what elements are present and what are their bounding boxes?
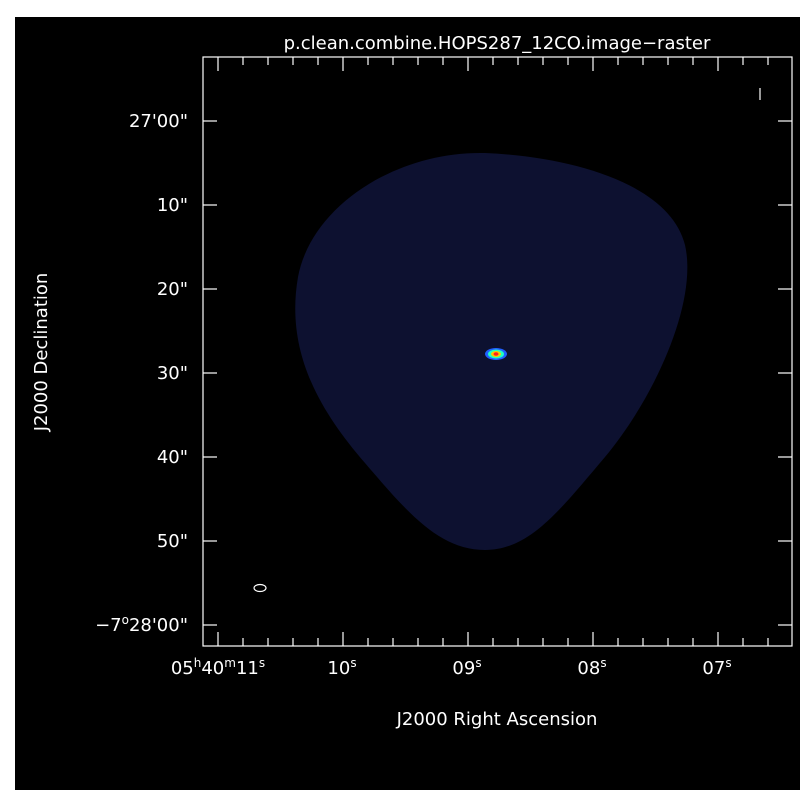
y-tick-label-3: 30" xyxy=(157,363,188,384)
plot-frame xyxy=(202,56,793,647)
compact-source xyxy=(485,348,507,360)
x-tick-label-4: 07s xyxy=(702,656,731,679)
y-tick-label-0: 27'00" xyxy=(129,111,188,132)
x-tick-label-0: 05h40m11s xyxy=(171,656,265,679)
y-tick-label-1: 10" xyxy=(157,195,188,216)
x-tick-label-2: 09s xyxy=(452,656,481,679)
y-tick-marks xyxy=(203,120,792,626)
y-tick-label-6: −7o28'00" xyxy=(95,613,188,636)
y-tick-label-5: 50" xyxy=(157,531,188,552)
beam-ellipse xyxy=(253,583,267,593)
y-axis-label: J2000 Declination xyxy=(31,273,52,433)
viewer-canvas: p.clean.combine.HOPS287_12CO.image−raste… xyxy=(15,17,800,790)
x-tick-label-1: 10s xyxy=(327,656,356,679)
chart-title: p.clean.combine.HOPS287_12CO.image−raste… xyxy=(284,33,711,54)
x-tick-label-3: 08s xyxy=(577,656,606,679)
y-tick-label-2: 20" xyxy=(157,279,188,300)
raster-figure: p.clean.combine.HOPS287_12CO.image−raste… xyxy=(31,33,793,730)
y-tick-label-4: 40" xyxy=(157,447,188,468)
x-tick-marks xyxy=(217,57,769,646)
x-axis-label: J2000 Right Ascension xyxy=(396,709,598,730)
